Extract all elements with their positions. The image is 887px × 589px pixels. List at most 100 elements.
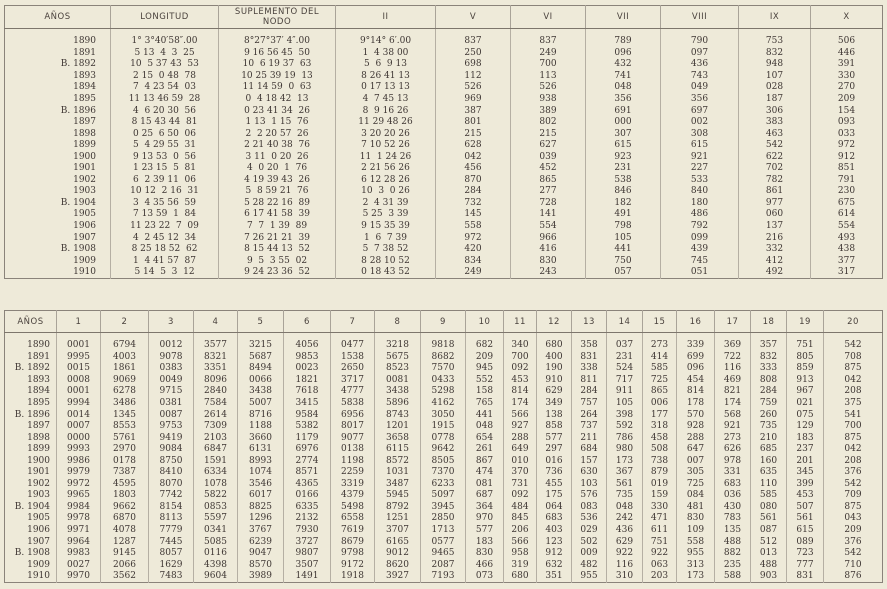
value-cell: 8070 bbox=[148, 478, 194, 491]
value-cell: 458 bbox=[642, 432, 677, 444]
value-cell: 4003 bbox=[100, 351, 149, 364]
value-cell: 0081 bbox=[374, 374, 421, 387]
table-row: 1906 11 23 22 7 09 7 7 1 39 89 9 15 35 39 55… bbox=[5, 220, 883, 233]
value-cell: 037 bbox=[606, 332, 643, 352]
value-cell: 792 bbox=[660, 220, 739, 233]
value-cell: 173 bbox=[606, 455, 643, 468]
value-cell: 6558 bbox=[330, 513, 375, 525]
value-cell: 737 bbox=[571, 420, 607, 433]
year-cell: 1910 bbox=[73, 267, 96, 278]
year-cell: 1897 bbox=[73, 117, 96, 128]
value-cell: 113 bbox=[510, 70, 586, 83]
value-cell: 9979 bbox=[56, 467, 101, 479]
value-cell: 9965 bbox=[56, 490, 101, 502]
year-cell: 1898 bbox=[73, 128, 96, 139]
value-cell: 9 5 3 55 02 bbox=[218, 255, 336, 267]
value-cell: 533 bbox=[660, 174, 739, 187]
value-cell: 922 bbox=[606, 547, 643, 560]
value-cell: 215 bbox=[510, 128, 586, 140]
astronomical-table-longitude: AÑOS LONGITUD SUPLEMENTO DEL NODO II V VI VII V… bbox=[4, 5, 883, 280]
value-cell: 955 bbox=[676, 547, 715, 560]
value-cell: 010 bbox=[503, 455, 537, 468]
value-cell: 317 bbox=[810, 266, 883, 279]
value-cell: 7570 bbox=[420, 363, 466, 375]
value-cell: 481 bbox=[676, 501, 715, 514]
value-cell: 2970 bbox=[100, 443, 149, 456]
value-cell: 8792 bbox=[374, 501, 421, 514]
column-header: 7 bbox=[330, 310, 375, 333]
value-cell: 870 bbox=[435, 174, 511, 187]
value-cell: 0577 bbox=[420, 536, 466, 548]
value-cell: 969 bbox=[435, 93, 511, 106]
value-cell: 307 bbox=[585, 128, 661, 140]
value-cell: 9978 bbox=[56, 513, 101, 525]
year-cell: 1901 bbox=[73, 163, 96, 174]
value-cell: 2132 bbox=[283, 513, 331, 525]
value-cell: 8750 bbox=[148, 455, 194, 468]
column-header: 5 bbox=[237, 310, 284, 333]
value-cell: 1491 bbox=[283, 570, 331, 583]
value-cell: 376 bbox=[823, 467, 883, 479]
value-cell: 9 13 53 0 56 bbox=[110, 151, 219, 164]
table-row: B. 1908 8 25 18 52 62 8 15 44 13 52 5 7 38 … bbox=[5, 243, 883, 256]
value-cell: 536 bbox=[571, 513, 607, 525]
value-cell: 910 bbox=[536, 374, 572, 387]
value-cell: 367 bbox=[606, 467, 643, 479]
value-cell: 439 bbox=[660, 243, 739, 256]
value-cell: 0001 bbox=[56, 332, 101, 352]
value-cell: 158 bbox=[465, 386, 504, 398]
value-cell: 11 14 59 0 63 bbox=[218, 82, 336, 94]
value-cell: 455 bbox=[536, 478, 572, 491]
value-cell: 173 bbox=[676, 570, 715, 583]
value-cell: 8679 bbox=[330, 536, 375, 548]
value-cell: 1287 bbox=[100, 536, 149, 548]
value-cell: 751 bbox=[786, 332, 824, 352]
value-cell: 0477 bbox=[330, 332, 375, 352]
value-cell: 211 bbox=[571, 432, 607, 444]
value-cell: 2066 bbox=[100, 559, 149, 571]
value-cell: 576 bbox=[571, 490, 607, 502]
value-cell: 5761 bbox=[100, 432, 149, 444]
value-cell: 042 bbox=[435, 151, 511, 164]
value-cell: 3767 bbox=[237, 524, 284, 537]
table-row: 1905 9978 6870 8113 5597 1296 2132 6558 1251 2850… bbox=[5, 513, 883, 525]
value-cell: 745 bbox=[660, 255, 739, 267]
value-cell: 057 bbox=[585, 266, 661, 279]
value-cell: 8523 bbox=[374, 363, 421, 375]
value-cell: 284 bbox=[571, 386, 607, 398]
value-cell: 5 6 9 13 bbox=[335, 59, 436, 71]
value-cell: 4379 bbox=[330, 490, 375, 502]
value-cell: 921 bbox=[660, 151, 739, 164]
value-cell: 3577 bbox=[193, 332, 238, 352]
value-cell: 5 28 22 16 89 bbox=[218, 197, 336, 210]
value-cell: 568 bbox=[714, 409, 751, 421]
value-cell: 2850 bbox=[420, 513, 466, 525]
value-cell: 790 bbox=[660, 28, 739, 48]
value-cell: 912 bbox=[810, 151, 883, 164]
value-cell: 6794 bbox=[100, 332, 149, 352]
value-cell: 5822 bbox=[193, 490, 238, 502]
value-cell: 3945 bbox=[420, 501, 466, 514]
value-cell: 2103 bbox=[193, 432, 238, 444]
value-cell: 4 2 45 12 34 bbox=[110, 232, 219, 244]
value-cell: 622 bbox=[738, 151, 811, 164]
value-cell: 7 7 1 39 89 bbox=[218, 220, 336, 233]
value-cell: 0 4 18 42 13 bbox=[218, 93, 336, 106]
value-cell: 725 bbox=[676, 478, 715, 491]
year-cell: 1894 bbox=[73, 82, 96, 93]
value-cell: 260 bbox=[750, 409, 787, 421]
value-cell: 10 6 19 37 63 bbox=[218, 59, 336, 71]
value-cell: 680 bbox=[536, 332, 572, 352]
value-cell: 912 bbox=[536, 547, 572, 560]
value-cell: 364 bbox=[465, 501, 504, 514]
year-cell: B. 1896 bbox=[14, 409, 50, 420]
value-cell: 5945 bbox=[374, 490, 421, 502]
column-header: 4 bbox=[193, 310, 238, 333]
table-row: 1897 0007 8553 9753 7309 1188 5382 8017 1201 1915… bbox=[5, 420, 883, 433]
year-cell: 1891 bbox=[73, 47, 96, 58]
value-cell: 174 bbox=[503, 397, 537, 410]
value-cell: 452 bbox=[510, 163, 586, 175]
value-cell: 116 bbox=[606, 559, 643, 571]
value-cell: 0 23 41 34 26 bbox=[218, 105, 336, 117]
value-cell: 699 bbox=[676, 351, 715, 364]
